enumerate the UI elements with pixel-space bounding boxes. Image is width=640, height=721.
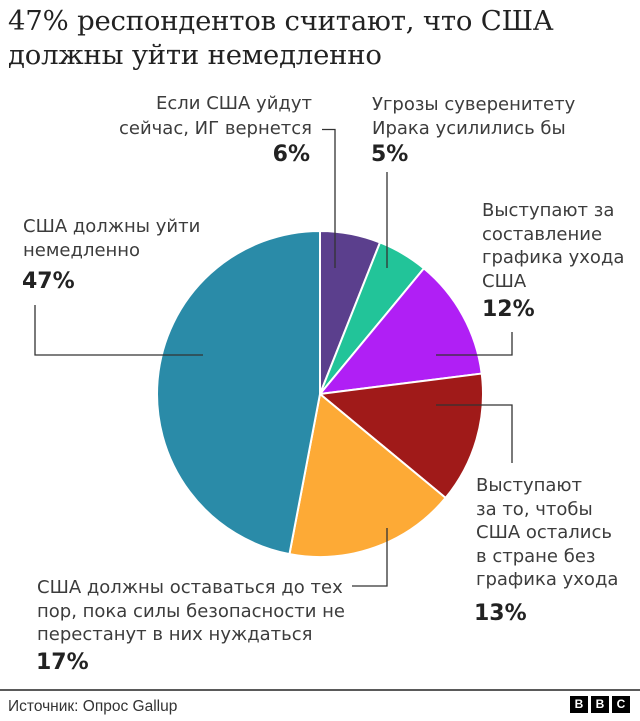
label-sovereignty: Угрозы суверенитету Ирака усилились бы: [372, 93, 575, 140]
pie-slices: [156, 230, 484, 558]
label-line: Угрозы суверенитету: [372, 94, 576, 115]
leader-line-stay-until-needed: [352, 528, 388, 587]
label-line: США остались: [476, 522, 612, 543]
value-is-returns: 6%: [272, 142, 310, 167]
leader-line-withdrawal-timetable: [436, 332, 513, 356]
label-line: в стране без: [476, 545, 596, 567]
bbc-logo-letter: C: [612, 696, 630, 713]
label-line: перестанут в них нуждаться: [37, 624, 313, 645]
pie-slice: [319, 267, 483, 395]
source-note: Источник: Опрос Gallup: [8, 698, 178, 715]
label-line: составление: [482, 223, 603, 245]
value-withdrawal-timetable: 12%: [482, 297, 535, 322]
value-leave-now: 47%: [22, 269, 75, 294]
label-stay-until-needed: США должны оставаться до тех пор, пока с…: [37, 576, 345, 647]
label-line: графика ухода: [476, 569, 619, 590]
leader-line-stay-no-timetable: [436, 404, 513, 463]
label-line: США: [482, 270, 527, 292]
label-stay-no-timetable: Выступают за то, чтобы США остались в ст…: [476, 474, 618, 592]
leader-line-is-returns: [322, 128, 336, 268]
value-sovereignty: 5%: [371, 142, 409, 167]
label-line: Ирака усилились бы: [372, 117, 566, 139]
pie-slice: [288, 393, 447, 558]
label-line: графика ухода: [482, 247, 625, 268]
label-withdrawal-timetable: Выступают за составление графика ухода С…: [482, 199, 624, 293]
value-stay-no-timetable: 13%: [474, 601, 527, 626]
label-line: Выступают: [476, 475, 583, 496]
label-line: пор, пока силы безопасности не: [37, 600, 345, 622]
value-stay-until-needed: 17%: [36, 650, 89, 675]
label-leave-now: США должны уйти немедленно: [23, 215, 200, 262]
label-line: Выступают за: [482, 200, 615, 221]
label-line: сейчас, ИГ вернется: [119, 117, 312, 139]
label-line: Если США уйдут: [156, 93, 312, 114]
label-line: за то, чтобы: [476, 498, 593, 520]
bbc-logo-letter: B: [570, 696, 588, 713]
chart-title-line-2: должны уйти немедленно: [8, 39, 382, 71]
pie-slice: [156, 230, 321, 556]
chart-title-line-1: 47% респондентов считают, что США: [8, 5, 554, 37]
label-is-returns: Если США уйдут сейчас, ИГ вернется: [119, 92, 312, 141]
label-line: США должны уйти: [23, 216, 201, 237]
leader-lines: [34, 128, 513, 587]
leader-line-leave-now: [34, 305, 203, 356]
label-line: немедленно: [23, 239, 141, 261]
footer-divider: [0, 689, 640, 691]
label-line: США должны оставаться до тех: [37, 577, 343, 598]
bbc-logo-letter: B: [591, 696, 609, 713]
chart-title: 47% респондентов считают, что США должны…: [8, 4, 554, 72]
bbc-logo: B B C: [570, 696, 630, 713]
